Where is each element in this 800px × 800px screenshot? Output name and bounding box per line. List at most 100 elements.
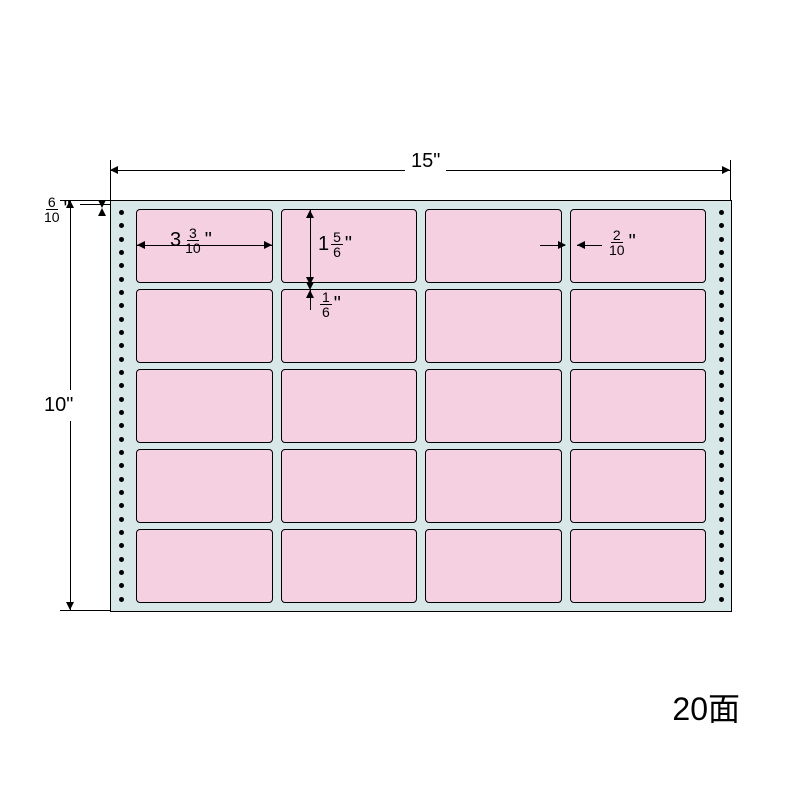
sprocket-hole [119,210,124,215]
sprocket-hole [119,503,124,508]
sprocket-hole [719,450,724,455]
sprocket-hole [719,317,724,322]
label-cell [136,289,273,363]
dim-total-height: 10" [42,390,75,421]
sprocket-hole [719,570,724,575]
sprocket-hole [119,423,124,428]
sprocket-hole [719,423,724,428]
sprocket-hole [119,543,124,548]
sprocket-hole [119,277,124,282]
sprocket-hole [119,330,124,335]
label-cell [281,289,418,363]
label-cell [570,449,707,523]
sprocket-hole [119,397,124,402]
label-cell [136,449,273,523]
ext-line [60,610,110,611]
sprocket-hole [119,290,124,295]
arrowhead [137,241,145,249]
sprocket-hole [719,477,724,482]
sprocket-hole [719,463,724,468]
sprocket-hole [719,583,724,588]
arrowhead [110,166,118,174]
label-cell [425,529,562,603]
sprocket-hole [119,263,124,268]
dim-label-width: 3310" [170,226,212,255]
label-cell [281,449,418,523]
sprocket-hole [119,223,124,228]
dim-total-width: 15" [405,150,446,173]
sprocket-hole [719,530,724,535]
ext-line [730,160,731,200]
sprocket-hole [719,357,724,362]
arrowhead [558,241,566,249]
sprocket-hole [719,330,724,335]
sprocket-hole [119,517,124,522]
sprocket-hole [719,397,724,402]
sprocket-hole [119,410,124,415]
dim-line-label-height [310,210,311,285]
sprocket-hole [119,250,124,255]
sprocket-hole [719,250,724,255]
sprocket-hole [119,437,124,442]
sprocket-hole [119,383,124,388]
label-cell [425,369,562,443]
sprocket-hole [119,463,124,468]
sprocket-holes-left [111,201,131,611]
sprocket-hole [119,450,124,455]
sprocket-hole [719,290,724,295]
sprocket-hole [119,583,124,588]
sprocket-hole [119,477,124,482]
sprocket-hole [719,517,724,522]
sprocket-hole [719,543,724,548]
label-grid [136,209,706,603]
label-cell [570,369,707,443]
dim-label-height: 156" [318,230,352,259]
dim-row-gap: 16" [318,290,341,319]
sprocket-hole [719,490,724,495]
label-cell [425,289,562,363]
sprocket-hole [719,410,724,415]
arrowhead [306,210,314,218]
label-sheet [110,200,732,612]
sprocket-hole [719,223,724,228]
label-cell [281,369,418,443]
label-cell [425,209,562,283]
arrowhead [66,602,74,610]
sprocket-hole [119,343,124,348]
sprocket-hole [719,557,724,562]
sprocket-hole [719,437,724,442]
sprocket-hole [719,277,724,282]
sprocket-hole [719,303,724,308]
sprocket-hole [119,557,124,562]
sprocket-hole [719,597,724,602]
sprocket-hole [719,370,724,375]
arrowhead [577,241,585,249]
face-count-label: 20面 [672,684,740,730]
sprocket-hole [119,317,124,322]
label-cell [570,209,707,283]
label-cell [425,449,562,523]
sprocket-hole [119,490,124,495]
arrowhead [98,200,106,208]
sprocket-hole [719,210,724,215]
label-cell [570,289,707,363]
sprocket-hole [719,383,724,388]
dim-col-gap: 210" [605,228,636,257]
dim-top-margin: 610" [40,195,71,224]
sprocket-hole [719,343,724,348]
sprocket-hole [119,597,124,602]
arrowhead [98,208,106,216]
sprocket-hole [119,303,124,308]
sprocket-hole [719,263,724,268]
label-cell [136,369,273,443]
label-cell [570,529,707,603]
sprocket-hole [719,503,724,508]
sprocket-hole [119,570,124,575]
arrowhead [306,282,314,290]
diagram-container: 15" 10" 610" 3310" 156" 16" 210 [50,150,750,650]
sprocket-hole [119,530,124,535]
sprocket-holes-right [711,201,731,611]
label-cell [136,529,273,603]
sprocket-hole [119,237,124,242]
arrowhead [722,166,730,174]
